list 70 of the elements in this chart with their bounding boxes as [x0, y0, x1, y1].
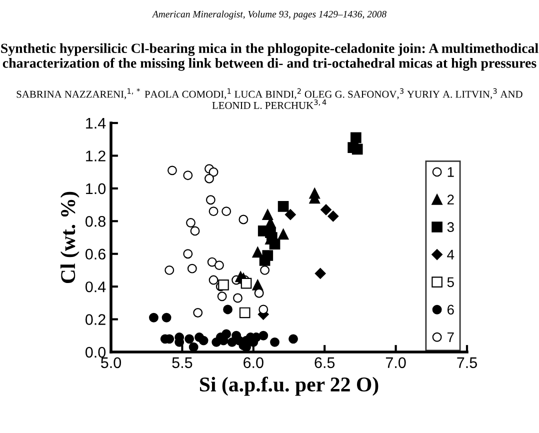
- y-tick-label: 0.4: [86, 281, 106, 292]
- y-tick-label: 1.2: [86, 150, 106, 162]
- text: SABRINA NAZZARENI,$^{1,*}$ PAOLA COMODI,$^{1}$ LUCA BINDI,$^{2}$ OLEG G. SAFONOV,$^{3}$ YURIY A. LITVIN,$^{3}$ AND LEONID L. PERCHUK$^{3,4}$: [16, 88, 522, 110]
- legend-label: 1: [448, 167, 454, 177]
- y-axis-title: Cl (wt. %): [60, 192, 80, 284]
- point: [258, 304, 268, 314]
- point: [184, 334, 194, 344]
- y-tick-label: 0.0: [86, 346, 106, 358]
- point: [278, 201, 289, 212]
- x-tick-label: 7.5: [457, 357, 477, 368]
- point: [188, 342, 198, 352]
- legend-label: 6: [447, 304, 454, 315]
- point: [186, 218, 196, 228]
- point: [284, 209, 296, 220]
- x-tick-label: 7.0: [386, 357, 406, 368]
- point: [193, 308, 203, 318]
- point: [149, 312, 158, 322]
- x-tick-label: 5.0: [100, 357, 122, 368]
- legend-label: 7: [447, 332, 454, 342]
- point: [258, 330, 268, 340]
- legend-label: 4: [447, 250, 454, 260]
- point: [314, 268, 326, 279]
- point: [260, 265, 270, 275]
- point: [288, 334, 298, 344]
- x-axis-title: Si (a.p.f.u. per 22 O): [200, 376, 378, 396]
- point: [278, 228, 289, 240]
- point: [162, 312, 172, 322]
- y-tick-label: 0.6: [86, 248, 106, 260]
- point: [259, 254, 270, 266]
- point: [222, 206, 232, 216]
- point: [350, 132, 362, 144]
- y-tick-label: 1.4: [86, 118, 106, 129]
- point: [206, 195, 216, 205]
- point: [239, 307, 250, 318]
- point: [328, 210, 339, 222]
- x-tick-label: 5.5: [172, 357, 192, 368]
- point: [207, 257, 217, 267]
- point: [238, 214, 248, 224]
- point: [270, 337, 280, 347]
- point: [214, 260, 224, 270]
- point: [190, 226, 200, 236]
- point: [164, 265, 174, 275]
- point: [204, 174, 214, 184]
- y-tick-label: 0.8: [86, 216, 106, 227]
- y-tick-label: 1.0: [86, 183, 106, 194]
- chart-title: Synthetic hypersilicic Cl-bearing mica in the phlogopite-celadonite join: A multimethodical characterization of the missing link between di- and tri-octahedral micas at high pressures: [1, 43, 538, 71]
- point: [240, 278, 252, 289]
- point: [262, 209, 274, 220]
- point: [254, 288, 264, 298]
- point: [198, 336, 208, 346]
- legend-label: 5: [447, 277, 454, 288]
- x-tick-label: 6.5: [314, 357, 335, 368]
- point: [208, 206, 218, 216]
- point: [208, 275, 218, 285]
- point: [320, 204, 332, 216]
- legend-label: 3: [447, 222, 454, 232]
- point: [217, 292, 227, 302]
- point: [183, 170, 193, 180]
- point: [183, 249, 193, 259]
- point: [187, 264, 197, 274]
- point: [218, 280, 229, 290]
- point: [223, 304, 232, 314]
- point: [208, 167, 218, 177]
- point: [168, 166, 177, 176]
- point: [352, 144, 363, 155]
- x-tick-label: 6.0: [244, 357, 264, 368]
- y-tick-label: 0.2: [86, 314, 106, 325]
- point: [233, 293, 242, 303]
- legend-label: 2: [447, 194, 454, 204]
- text: American Mineralogist, Volume 93, pages 1429–1436, 2008: [152, 10, 386, 20]
